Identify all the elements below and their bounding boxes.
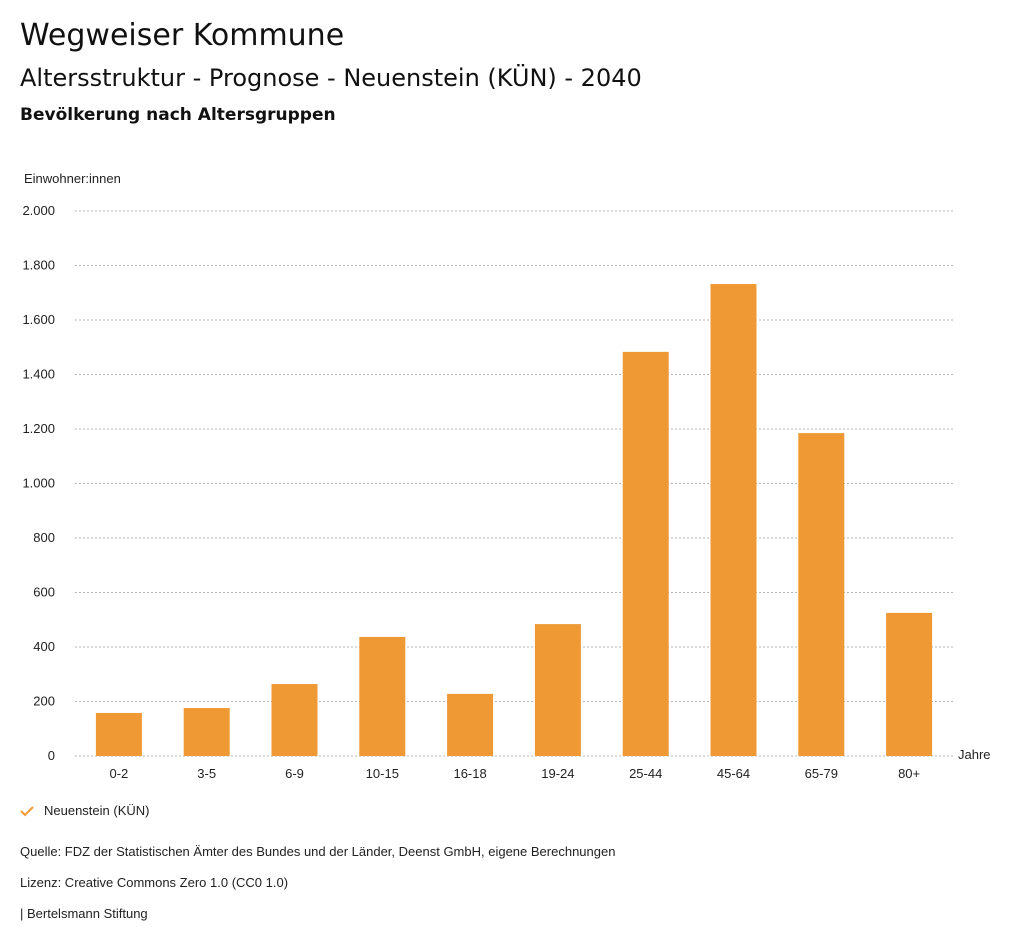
y-tick-label: 1.200 [22,421,55,436]
bar-65-79[interactable] [798,433,845,756]
legend-label: Neuenstein (KÜN) [44,803,150,818]
license-note: Lizenz: Creative Commons Zero 1.0 (CC0 1… [20,875,289,890]
y-tick-label: 600 [33,585,55,600]
y-tick-label: 0 [48,748,55,763]
y-tick-label: 1.800 [22,258,55,273]
x-tick-label: 0-2 [110,766,129,781]
bar-45-64[interactable] [710,284,757,756]
check-icon [20,805,34,816]
bar-19-24[interactable] [534,624,581,756]
page-subtitle: Altersstruktur - Prognose - Neuenstein (… [20,64,642,92]
bar-25-44[interactable] [622,351,669,756]
y-tick-label: 400 [33,639,55,654]
x-axis-label: Jahre [958,747,991,762]
x-tick-label: 80+ [898,766,920,781]
x-tick-label: 10-15 [366,766,399,781]
y-tick-label: 800 [33,530,55,545]
x-tick-label: 25-44 [629,766,662,781]
x-tick-label: 16-18 [453,766,486,781]
x-tick-label: 19-24 [541,766,574,781]
bar-80+[interactable] [886,612,933,756]
y-tick-label: 1.000 [22,476,55,491]
legend-item-neuenstein[interactable]: Neuenstein (KÜN) [20,803,150,818]
chart-title: Bevölkerung nach Altersgruppen [20,105,336,125]
y-tick-label: 1.400 [22,367,55,382]
bar-6-9[interactable] [271,684,318,756]
bar-3-5[interactable] [183,708,230,756]
x-tick-label: 45-64 [717,766,750,781]
bar-16-18[interactable] [447,693,494,756]
bar-10-15[interactable] [359,636,406,756]
x-tick-label: 3-5 [197,766,216,781]
source-note: Quelle: FDZ der Statistischen Ämter des … [20,844,616,859]
publisher-note: | Bertelsmann Stiftung [20,906,148,921]
y-tick-label: 200 [33,694,55,709]
bar-chart: 0 200 400 600 800 1.000 1.200 1.400 1.600 1.800 2.… [22,203,991,781]
x-tick-label: 65-79 [805,766,838,781]
y-tick-label: 2.000 [22,203,55,218]
y-axis-label: Einwohner:innen [24,171,121,186]
y-tick-label: 1.600 [22,312,55,327]
x-tick-label: 6-9 [285,766,304,781]
app-title: Wegweiser Kommune [20,18,345,53]
bar-0-2[interactable] [95,712,142,756]
